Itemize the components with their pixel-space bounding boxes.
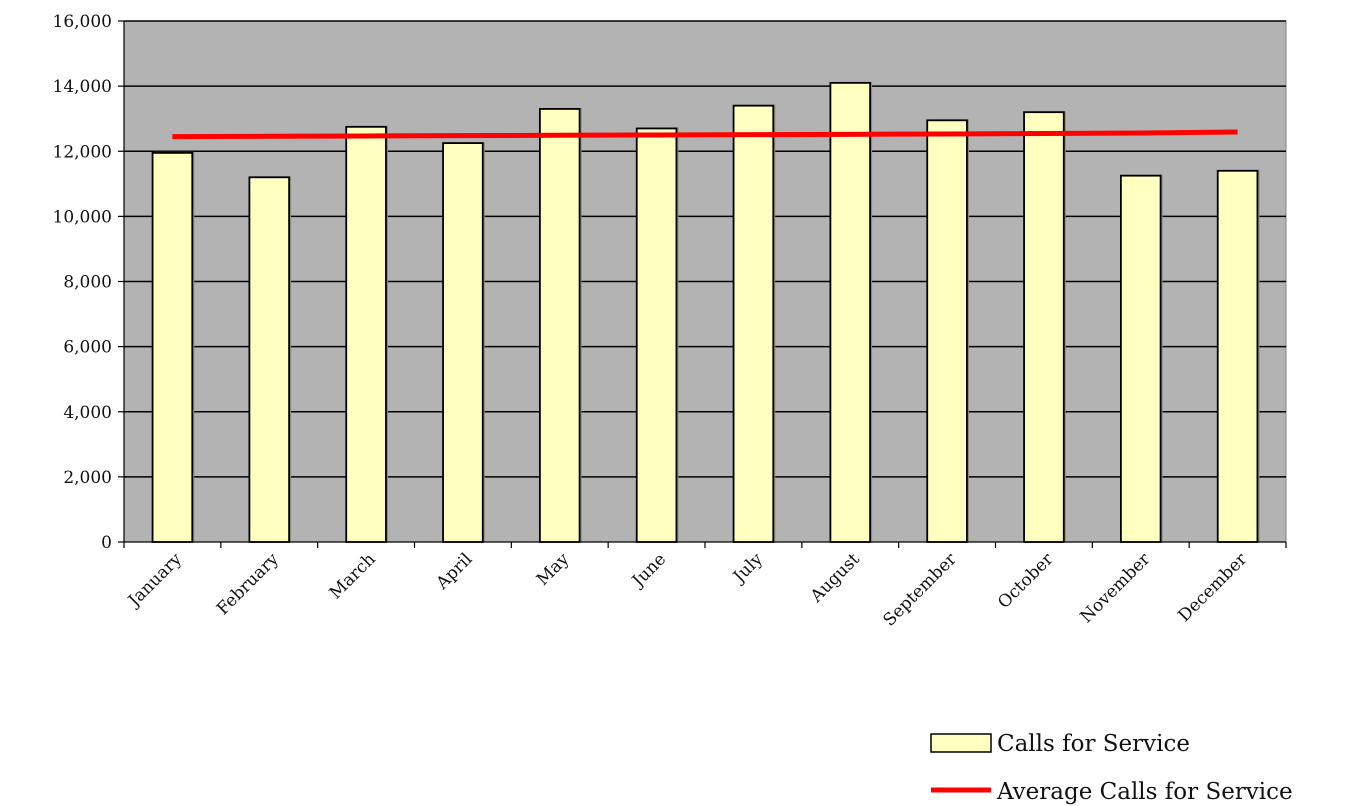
- x-category-label: January: [123, 549, 186, 612]
- y-tick-label: 8,000: [63, 273, 112, 293]
- x-category-label: June: [627, 549, 670, 592]
- bar-june: [635, 127, 678, 543]
- y-tick-label: 12,000: [53, 142, 112, 162]
- bar-july: [732, 104, 775, 543]
- average-line-group: [172, 129, 1238, 140]
- x-category-label: October: [994, 549, 1058, 613]
- x-axis-category-labels: January February March April May June July Augu…: [123, 549, 1252, 631]
- y-tick-label: 2,000: [63, 468, 112, 488]
- y-tick-label: 16,000: [53, 12, 112, 32]
- x-category-label: February: [213, 549, 283, 619]
- axes: [118, 20, 1287, 548]
- x-category-label: April: [432, 549, 477, 594]
- x-category-label: July: [728, 549, 767, 588]
- bar-january: [151, 151, 194, 543]
- y-tick-label: 4,000: [63, 403, 112, 423]
- x-category-label: March: [326, 549, 380, 603]
- bar-november: [1119, 174, 1162, 543]
- bar-october: [1023, 111, 1065, 543]
- bar-december: [1216, 169, 1259, 543]
- bar-march: [345, 125, 387, 543]
- legend: Calls for Service Average Calls for Serv…: [930, 731, 1293, 805]
- bar-august: [829, 81, 872, 543]
- x-category-label: May: [533, 549, 574, 590]
- bars: [151, 81, 1260, 543]
- legend-swatch-calls-for-service: [930, 733, 992, 753]
- y-tick-label: 0: [101, 533, 112, 553]
- bar-september: [926, 119, 968, 543]
- x-category-label: November: [1077, 549, 1155, 627]
- y-axis-tick-labels: 0 2,000 4,000 6,000 8,000 10,000 12,000 14,000 1…: [53, 12, 112, 553]
- x-category-label: August: [806, 549, 864, 607]
- legend-label-calls-for-service: Calls for Service: [997, 731, 1190, 757]
- bar-april: [442, 142, 484, 543]
- average-line: [172, 129, 1238, 140]
- y-tick-label: 6,000: [63, 338, 112, 358]
- grid-lines: [124, 20, 1286, 478]
- y-tick-label: 10,000: [53, 207, 112, 227]
- legend-label-average-calls-for-service: Average Calls for Service: [996, 779, 1293, 805]
- bar-may: [538, 108, 581, 543]
- x-category-label: September: [880, 549, 962, 631]
- bar-february: [248, 176, 291, 543]
- y-tick-label: 14,000: [53, 77, 112, 97]
- x-category-label: December: [1174, 549, 1251, 626]
